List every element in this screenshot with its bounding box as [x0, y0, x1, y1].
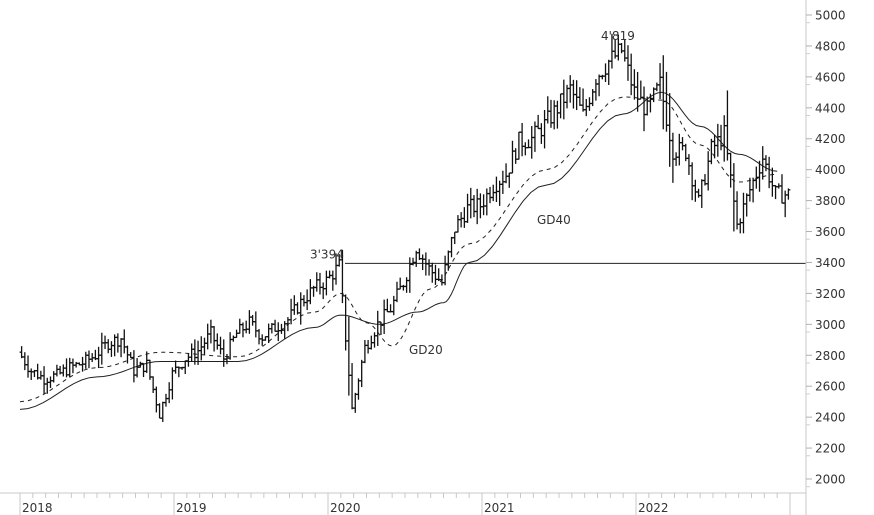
- annotation-label: 4'819: [601, 29, 635, 43]
- plot-area: [19, 33, 806, 422]
- y-tick-label: 2000: [815, 473, 846, 487]
- y-tick-label: 3800: [815, 194, 846, 208]
- y-tick-label: 2400: [815, 411, 846, 425]
- y-tick-label: 2800: [815, 349, 846, 363]
- gd40-line: [19, 91, 778, 410]
- y-tick-label: 4400: [815, 101, 846, 115]
- y-tick-label: 2200: [815, 442, 846, 456]
- annotation-label: GD40: [537, 213, 571, 227]
- gd20-line: [19, 96, 778, 403]
- x-tick-label: 2020: [330, 501, 361, 515]
- y-tick-label: 3600: [815, 225, 846, 239]
- x-tick-label: 2019: [176, 501, 207, 515]
- price-bars: [19, 33, 791, 422]
- y-tick-label: 4000: [815, 163, 846, 177]
- y-tick-label: 3200: [815, 287, 846, 301]
- y-axis: 2000 2200 2400 2600 2800 3000 3200 3400 3600 3800…: [805, 0, 846, 515]
- y-tick-label: 3000: [815, 318, 846, 332]
- annotation-label: GD20: [409, 343, 443, 357]
- y-tick-label: 5000: [815, 9, 846, 23]
- x-axis: 2018 2019 2020 2021 2022: [0, 492, 806, 515]
- annotations: 3'394 4'819 GD20 GD40: [310, 29, 635, 357]
- y-tick-label: 4800: [815, 39, 846, 53]
- x-tick-label: 2018: [22, 501, 53, 515]
- y-tick-label: 2600: [815, 380, 846, 394]
- x-tick-label: 2022: [638, 501, 669, 515]
- annotation-label: 3'394: [310, 247, 344, 261]
- y-tick-label: 4600: [815, 70, 846, 84]
- x-tick-label: 2021: [484, 501, 515, 515]
- y-tick-label: 3400: [815, 256, 846, 270]
- y-tick-label: 4200: [815, 132, 846, 146]
